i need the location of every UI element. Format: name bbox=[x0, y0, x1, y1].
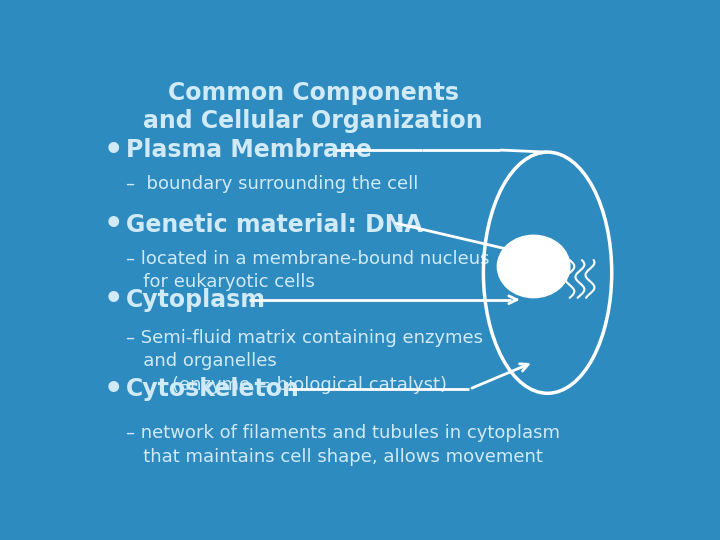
Text: •: • bbox=[104, 136, 123, 165]
Text: Cytoplasm: Cytoplasm bbox=[126, 288, 266, 312]
Text: Genetic material: DNA: Genetic material: DNA bbox=[126, 213, 423, 237]
Text: – located in a membrane-bound nucleus
   for eukaryotic cells: – located in a membrane-bound nucleus fo… bbox=[126, 250, 490, 292]
Text: – Semi-fluid matrix containing enzymes
   and organelles
        (enzyme = biolo: – Semi-fluid matrix containing enzymes a… bbox=[126, 329, 483, 394]
Text: Cytoskeleton: Cytoskeleton bbox=[126, 377, 300, 401]
Text: •: • bbox=[104, 211, 123, 239]
Text: Plasma Membrane: Plasma Membrane bbox=[126, 138, 372, 162]
Text: •: • bbox=[104, 285, 123, 314]
Text: – network of filaments and tubules in cytoplasm
   that maintains cell shape, al: – network of filaments and tubules in cy… bbox=[126, 424, 560, 466]
Text: •: • bbox=[104, 375, 123, 403]
Text: Common Components
and Cellular Organization: Common Components and Cellular Organizat… bbox=[143, 82, 483, 133]
Text: –  boundary surrounding the cell: – boundary surrounding the cell bbox=[126, 175, 418, 193]
Ellipse shape bbox=[498, 235, 570, 298]
